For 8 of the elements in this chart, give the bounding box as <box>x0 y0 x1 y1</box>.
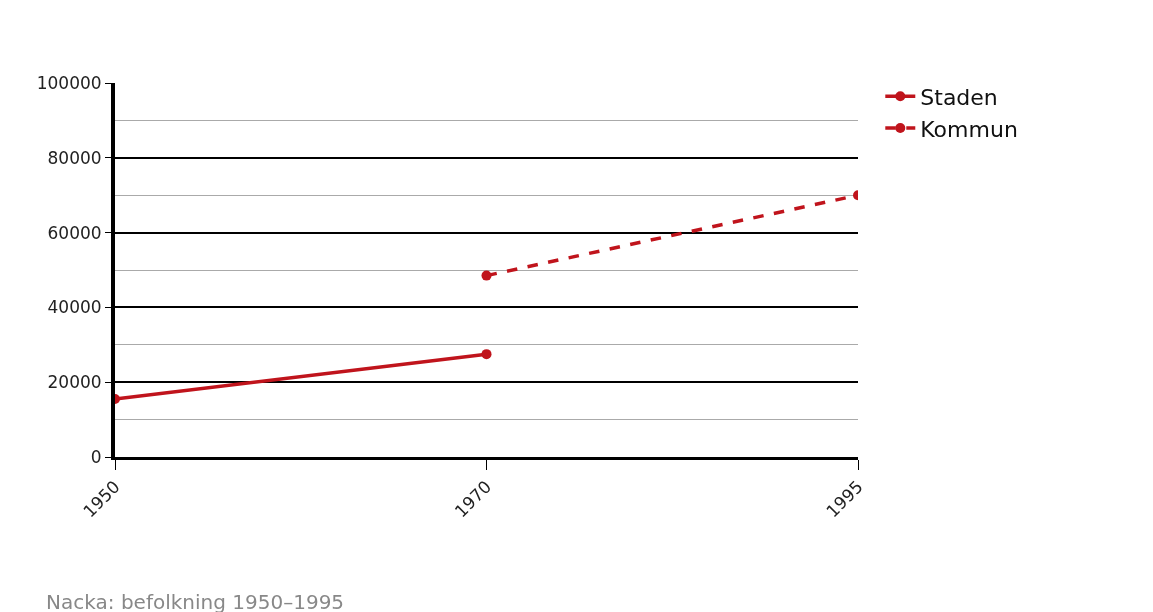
y-tick-label: 0 <box>90 446 102 467</box>
y-tick-label: 100000 <box>36 72 102 93</box>
y-tick-label: 20000 <box>47 372 102 393</box>
y-tick-label: 80000 <box>47 147 102 168</box>
legend-label: Kommun <box>920 116 1018 142</box>
y-tick-label: 60000 <box>47 222 102 243</box>
y-tick-label: 40000 <box>47 297 102 318</box>
legend-label: Staden <box>920 84 998 110</box>
